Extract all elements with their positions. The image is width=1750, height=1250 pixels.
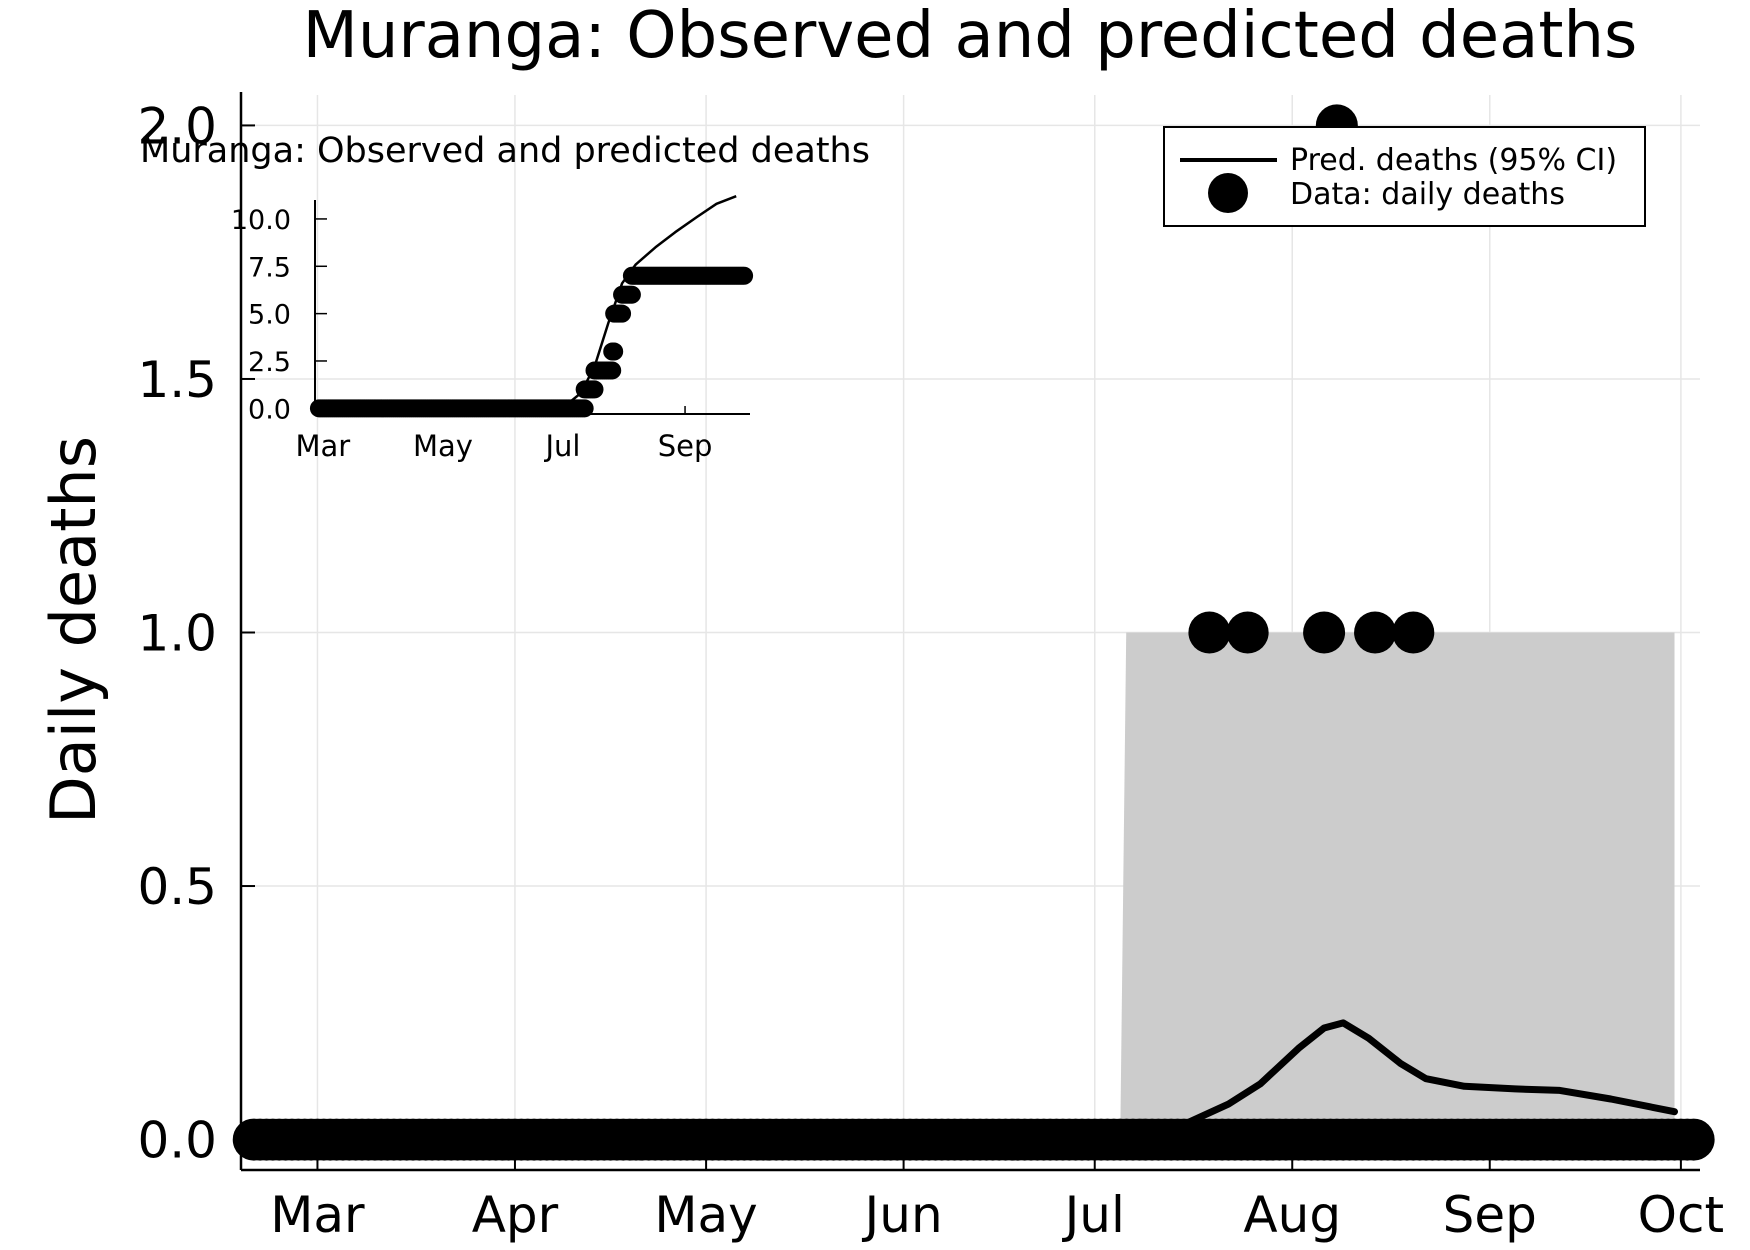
chart-title: Muranga: Observed and predicted deaths [303, 0, 1638, 73]
inset-data-point [605, 342, 624, 361]
ci-band [1120, 632, 1675, 1140]
x-tick-label: Apr [472, 1186, 559, 1244]
y-tick-label: 2.0 [137, 97, 217, 155]
inset-data-point [575, 399, 594, 418]
x-tick-label: Sep [1443, 1186, 1537, 1244]
x-tick-label: Jul [1062, 1186, 1125, 1244]
data-point [1354, 611, 1397, 654]
data-point [1188, 611, 1231, 654]
y-tick-label: 0.0 [137, 1112, 217, 1170]
data-point [1392, 611, 1435, 654]
inset-x-axis-ticks: Mar May Jul Sep [296, 406, 713, 463]
legend-circle-marker [1208, 173, 1248, 213]
y-tick-label: 1.5 [137, 351, 217, 409]
inset-axes [314, 200, 750, 415]
data-point [1226, 611, 1269, 654]
x-tick-label: May [654, 1186, 757, 1244]
inset-data-points [309, 266, 754, 418]
legend-label-prediction: Pred. deaths (95% CI) [1290, 143, 1617, 178]
x-axis-ticks: Mar Apr May Jun Jul Aug Sep Oct [270, 1156, 1724, 1244]
axes [239, 92, 1700, 1172]
prediction-line [1135, 1019, 1678, 1144]
inset-data-point [585, 380, 604, 399]
inset-y-tick-label: 2.5 [248, 347, 291, 378]
inset-y-tick-label: 7.5 [248, 252, 291, 283]
inset-x-tick-label: Mar [296, 429, 351, 463]
inset-chart: Muranga: Observed and predicted deaths M… [140, 131, 870, 463]
legend: Pred. deaths (95% CI) Data: daily deaths [1163, 126, 1646, 227]
inset-y-axis-ticks: 0.0 2.5 5.0 7.5 10.0 [231, 205, 327, 425]
x-tick-label: Oct [1638, 1186, 1724, 1244]
y-tick-label: 1.0 [137, 605, 217, 663]
data-point [1303, 611, 1346, 654]
y-axis-label: Daily deaths [37, 436, 110, 824]
y-axis-ticks: 0.0 0.5 1.0 1.5 2.0 [137, 97, 255, 1170]
inset-prediction-line [318, 195, 737, 410]
inset-prediction-curve [318, 195, 737, 410]
inset-data-point [603, 361, 622, 380]
inset-x-tick-label: May [413, 429, 473, 463]
x-tick-label: Jun [862, 1186, 943, 1244]
inset-y-tick-label: 5.0 [248, 300, 291, 331]
inset-data-point [735, 266, 754, 285]
inset-data-point [613, 304, 632, 323]
prediction-curve [1135, 1019, 1678, 1144]
inset-x-tick-label: Sep [658, 429, 713, 463]
inset-y-tick-label: 0.0 [248, 394, 291, 425]
legend-box [1163, 126, 1646, 227]
main-chart: Muranga: Observed and predicted deaths D… [37, 0, 1724, 1244]
inset-y-tick-label: 10.0 [231, 205, 291, 236]
y-tick-label: 0.5 [137, 858, 217, 916]
inset-x-tick-label: Jul [544, 429, 581, 463]
x-tick-label: Mar [270, 1186, 365, 1244]
inset-title: Muranga: Observed and predicted deaths [140, 131, 870, 171]
data-point-zero [1672, 1118, 1715, 1161]
data-points [232, 104, 1715, 1161]
inset-data-point [622, 285, 641, 304]
legend-label-data: Data: daily deaths [1290, 177, 1565, 212]
x-tick-label: Aug [1243, 1186, 1341, 1244]
confidence-band [1120, 632, 1675, 1140]
